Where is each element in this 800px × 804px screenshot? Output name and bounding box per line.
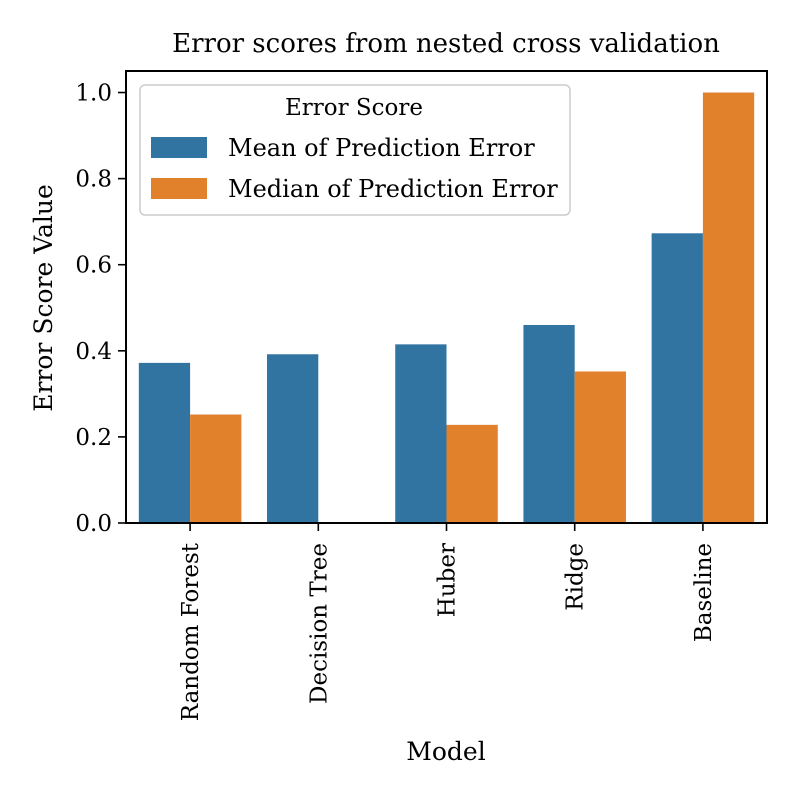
bar-mean-huber xyxy=(395,344,447,523)
bar-mean-random-forest xyxy=(138,362,191,523)
legend-box xyxy=(139,84,571,216)
x-tick-label: Baseline xyxy=(691,543,717,642)
bar-mean-decision-tree xyxy=(267,354,319,523)
bar-mean-ridge xyxy=(523,324,575,523)
legend-swatch-median xyxy=(151,178,207,199)
bar-median-baseline xyxy=(702,92,755,524)
x-tick-label: Ridge xyxy=(563,543,589,611)
y-tick-label: 0.4 xyxy=(75,339,112,365)
x-axis-label: Model xyxy=(406,737,485,766)
bar-median-ridge xyxy=(574,371,626,523)
legend: Error Score Mean of Prediction Error Media… xyxy=(139,84,571,216)
bar-mean-baseline xyxy=(651,233,703,524)
axes-layer: 0.0 0.2 0.4 0.6 0.8 1.0 Random Forest Decision … xyxy=(75,70,768,721)
bars-layer xyxy=(138,92,755,524)
legend-title: Error Score xyxy=(285,95,423,121)
legend-label-mean: Mean of Prediction Error xyxy=(228,134,535,162)
chart-title: Error scores from nested cross validatio… xyxy=(172,29,720,59)
legend-label-median: Median of Prediction Error xyxy=(228,175,558,203)
legend-swatch-mean xyxy=(151,137,207,158)
y-tick-label: 0.0 xyxy=(75,511,112,537)
x-tick-label: Huber xyxy=(435,543,461,617)
x-tick-label: Decision Tree xyxy=(306,543,332,704)
bar-median-random-forest xyxy=(190,414,242,523)
bar-median-huber xyxy=(446,424,498,523)
y-tick-label: 0.6 xyxy=(75,253,112,279)
y-tick-label: 0.8 xyxy=(75,167,112,193)
y-tick-label: 0.2 xyxy=(75,425,112,451)
x-tick-label: Random Forest xyxy=(178,542,204,721)
y-axis-label: Error Score Value xyxy=(29,184,58,412)
y-tick-label: 1.0 xyxy=(75,81,112,107)
